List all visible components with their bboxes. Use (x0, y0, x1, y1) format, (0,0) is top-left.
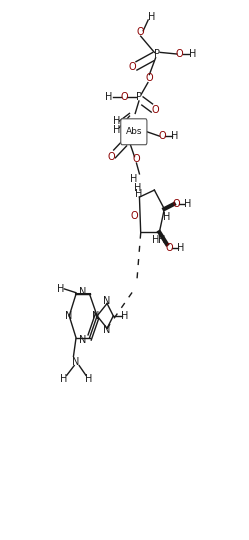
Text: H: H (121, 311, 129, 321)
Text: O: O (176, 49, 184, 59)
Text: O: O (151, 105, 159, 114)
Text: N: N (103, 296, 111, 306)
Text: H: H (148, 12, 156, 22)
Text: H: H (85, 374, 93, 384)
Text: H: H (113, 116, 121, 126)
Text: P: P (136, 92, 142, 102)
Text: N: N (65, 311, 72, 321)
Text: O: O (131, 211, 138, 221)
Text: H: H (188, 49, 196, 59)
Text: O: O (108, 152, 115, 161)
Text: O: O (166, 244, 173, 253)
Text: H: H (113, 125, 121, 134)
Text: N: N (92, 311, 100, 321)
Text: H: H (60, 374, 67, 384)
Text: N: N (79, 335, 87, 345)
Text: H: H (177, 244, 185, 253)
Text: Abs: Abs (126, 127, 142, 136)
Text: N: N (103, 326, 111, 335)
Text: O: O (120, 92, 128, 102)
Text: H: H (105, 92, 113, 102)
Text: O: O (173, 199, 181, 209)
Text: H: H (184, 199, 191, 209)
Text: H: H (152, 235, 159, 245)
Text: O: O (137, 28, 144, 37)
Text: O: O (146, 73, 153, 83)
Text: O: O (128, 63, 136, 72)
Text: H: H (135, 190, 143, 199)
Text: H: H (171, 131, 178, 141)
Text: P: P (154, 49, 160, 59)
Text: H: H (134, 183, 141, 193)
Text: O: O (159, 131, 166, 141)
Text: N: N (72, 357, 80, 367)
Text: H: H (57, 284, 65, 294)
Text: H: H (158, 235, 165, 245)
Text: O: O (133, 154, 140, 164)
Text: H: H (163, 212, 170, 222)
Text: N: N (79, 287, 87, 296)
Text: H: H (130, 174, 138, 184)
FancyBboxPatch shape (121, 119, 147, 145)
